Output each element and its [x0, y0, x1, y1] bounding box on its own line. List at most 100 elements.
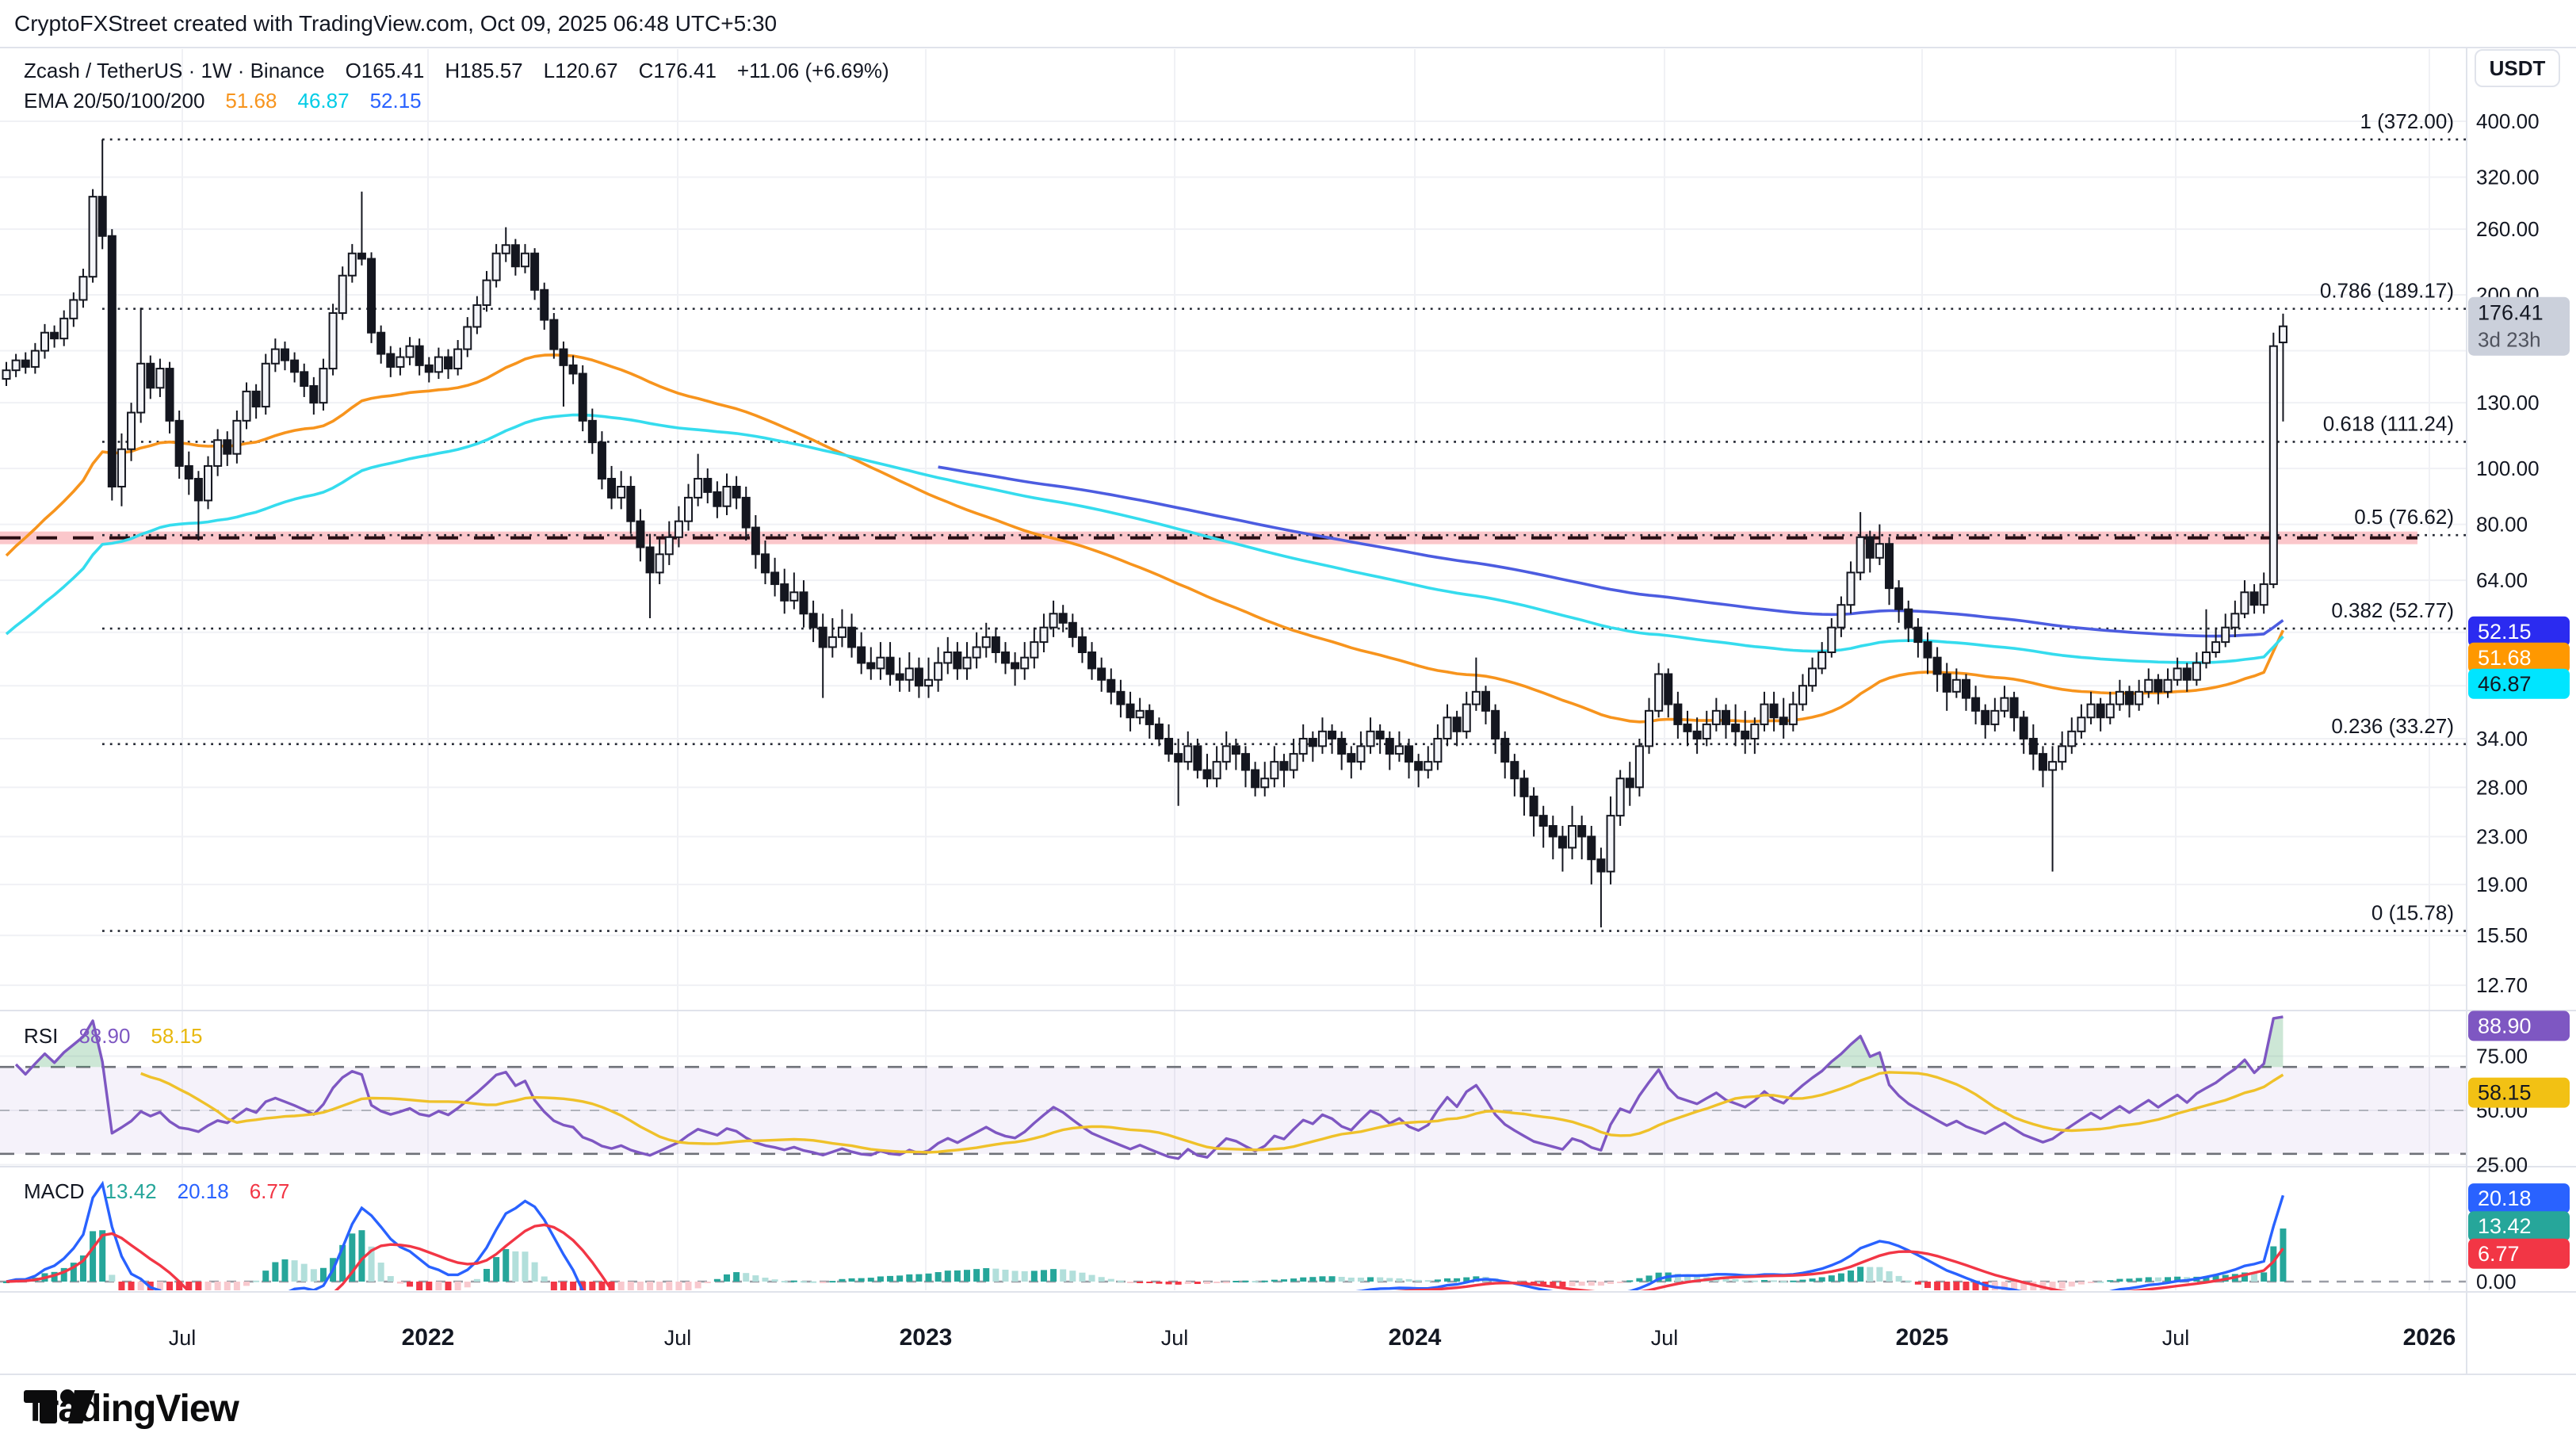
macd-histogram-bar [867, 1278, 874, 1282]
candle-down [193, 477, 203, 502]
candle-down [1347, 753, 1356, 763]
candle-up [1568, 825, 1577, 849]
candle-down [1721, 709, 1730, 725]
candle-down [309, 385, 319, 404]
candle-up [396, 356, 405, 368]
candle-down [713, 491, 722, 507]
macd-histogram-bar [1261, 1280, 1268, 1282]
candle-up [694, 477, 703, 499]
candle-up [2201, 651, 2211, 664]
candle-down [559, 348, 568, 366]
candle-down [376, 331, 386, 355]
price-axis[interactable]: 400.00320.00260.00200.00130.00100.0080.0… [2468, 109, 2570, 1293]
macd-histogram-bar [368, 1246, 375, 1282]
candle-up [1788, 703, 1798, 725]
macd-histogram-bar [1060, 1269, 1067, 1282]
price-axis-label: 400.00 [2476, 109, 2540, 133]
ema50-value: 46.87 [297, 89, 350, 113]
candle-up [1317, 730, 1327, 747]
candle-down [2182, 667, 2192, 681]
ohlc-open: O165.41 [345, 59, 425, 82]
macd-pane[interactable] [0, 1180, 2467, 1397]
candle-down [818, 626, 827, 648]
candle-up [1645, 709, 1654, 747]
macd-histogram-bar [877, 1276, 884, 1282]
candle-down [568, 364, 578, 375]
price-pane[interactable]: 1 (372.00) 0.786 (189.17) 0.618 (111.24) 0.… [0, 109, 2467, 932]
macd-histogram-bar [2174, 1276, 2181, 1282]
candle-up [1020, 656, 1030, 670]
candle-up [1711, 709, 1721, 725]
macd-histogram-bar [156, 1282, 163, 1290]
candle-up [2144, 678, 2154, 693]
candle-up [1817, 651, 1827, 670]
rsi-pane[interactable] [0, 1015, 2467, 1160]
macd-histogram-bar [1137, 1282, 1144, 1283]
macd-legend-title: MACD [24, 1179, 85, 1203]
macd-histogram-bar [1290, 1278, 1298, 1282]
macd-histogram-bar [1924, 1282, 1931, 1289]
fib-level-label: 1 (372.00) [2360, 109, 2454, 133]
macd-histogram-bar [1030, 1270, 1038, 1282]
candle-down [1673, 703, 1683, 725]
macd-histogram-bar [944, 1270, 951, 1282]
macd-histogram-bar [2241, 1272, 2248, 1282]
candle-down [1538, 815, 1548, 827]
candle-down [1923, 641, 1932, 659]
time-axis[interactable]: Jul 2022 Jul 2023 Jul 2024 Jul 2025 Jul 2026 [169, 1324, 2456, 1351]
macd-histogram-bar [1972, 1282, 1979, 1290]
candle-down [1097, 667, 1106, 681]
candle-up [2077, 716, 2086, 732]
macd-histogram-bar [2135, 1278, 2142, 1282]
candle-down [760, 553, 770, 574]
rsi-ma-line [140, 1071, 2284, 1154]
candle-down [357, 252, 366, 260]
candle-down [1894, 587, 1904, 610]
candle-up [1836, 604, 1846, 629]
candle-up [664, 536, 674, 556]
candle-down [1231, 745, 1240, 755]
candle-up [674, 520, 683, 538]
macd-histogram-bar [195, 1282, 202, 1290]
candle-down [808, 613, 818, 629]
macd-histogram-bar [1011, 1270, 1019, 1282]
currency-unit-button[interactable]: USDT [2475, 49, 2560, 87]
macd-histogram-bar [473, 1278, 480, 1282]
candle-up [2221, 626, 2230, 644]
candle-down [578, 373, 587, 422]
candle-up [1654, 673, 1664, 712]
axis-badge [2468, 668, 2570, 699]
time-axis-label: Jul [1651, 1326, 1679, 1350]
macd-histogram-bar [560, 1282, 567, 1290]
macd-histogram-bar [1463, 1277, 1470, 1282]
macd-histogram-bar [1886, 1270, 1893, 1282]
macd-histogram-bar [1905, 1280, 1912, 1282]
macd-histogram-bar [464, 1282, 471, 1288]
macd-histogram-bar [445, 1282, 452, 1290]
candle-up [2230, 613, 2240, 629]
axis-badge [2468, 1238, 2570, 1269]
macd-histogram-bar [954, 1270, 961, 1282]
candle-up [2211, 641, 2221, 654]
ohlc-low: L120.67 [543, 59, 618, 82]
candle-down [703, 477, 713, 493]
candle-down [991, 636, 1000, 654]
macd-histogram-bar [848, 1278, 855, 1282]
macd-histogram-bar [1674, 1273, 1681, 1282]
macd-histogram-bar [1175, 1282, 1182, 1285]
candle-up [934, 662, 943, 681]
macd-histogram-bar [2251, 1273, 2258, 1282]
macd-histogram-bar [204, 1282, 212, 1290]
macd-histogram-bar [685, 1282, 692, 1290]
candle-down [2028, 737, 2038, 755]
macd-histogram-bar [771, 1279, 778, 1282]
macd-signal-value: 6.77 [249, 1179, 290, 1203]
axis-badge [2468, 1211, 2570, 1242]
macd-histogram-bar [407, 1282, 414, 1287]
candle-up [1471, 690, 1481, 705]
macd-histogram-bar [1790, 1280, 1797, 1282]
macd-histogram-bar [90, 1231, 97, 1282]
candle-up [837, 626, 847, 638]
macd-histogram-bar [349, 1233, 356, 1282]
